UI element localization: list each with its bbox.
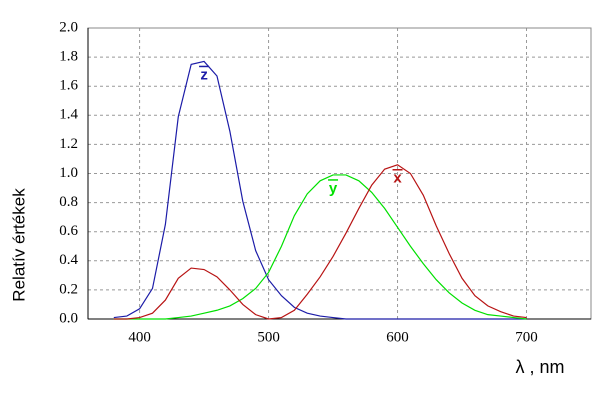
curve-label: y xyxy=(329,180,338,197)
curve-label: z xyxy=(200,66,208,83)
x-tick-label: 500 xyxy=(257,329,280,345)
y-axis-label: Relatív értékek xyxy=(9,188,28,302)
y-tick-label: 1.8 xyxy=(59,49,78,65)
series-line xyxy=(113,164,527,320)
y-tick-label: 0.4 xyxy=(59,252,78,268)
series-line xyxy=(113,174,527,320)
y-tick-label: 0.0 xyxy=(59,310,78,326)
series-line xyxy=(113,60,527,320)
y-tick-label: 1.0 xyxy=(59,165,78,181)
x-tick-label: 400 xyxy=(128,329,151,345)
y-tick-label: 1.4 xyxy=(59,107,78,123)
x-axis-label: λ , nm xyxy=(515,357,564,377)
y-tick-label: 1.2 xyxy=(59,136,78,152)
y-tick-label: 1.6 xyxy=(59,78,78,94)
y-tick-label: 0.2 xyxy=(59,281,78,297)
curve-label: x xyxy=(393,170,402,187)
y-tick-label: 0.6 xyxy=(59,223,78,239)
x-tick-label: 600 xyxy=(386,329,409,345)
x-tick-label: 700 xyxy=(515,329,538,345)
y-tick-label: 2.0 xyxy=(59,19,78,35)
y-tick-label: 0.8 xyxy=(59,194,78,210)
